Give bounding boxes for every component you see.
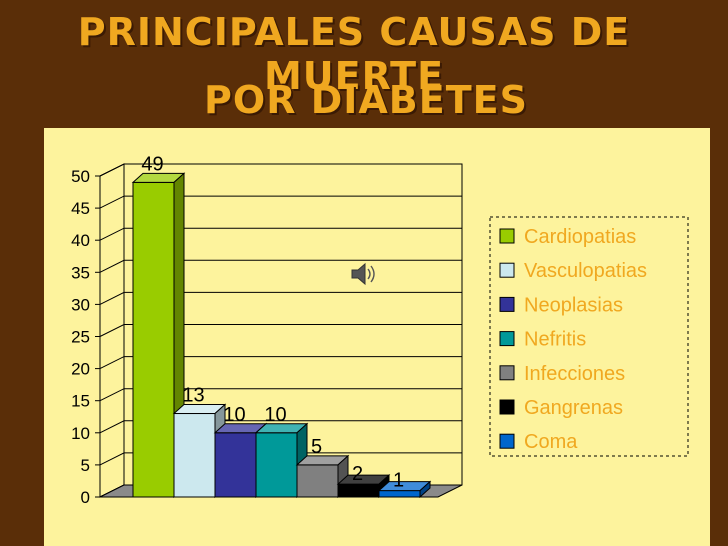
gridline	[99, 388, 462, 402]
data-label: 2	[352, 463, 363, 485]
bar-front	[337, 483, 380, 498]
legend-label: Gangrenas	[524, 397, 623, 419]
gridline	[99, 163, 462, 177]
gridline	[99, 227, 462, 241]
slide-title-line2: POR DIABETES	[204, 78, 528, 122]
gridline	[99, 195, 462, 209]
data-label: 5	[311, 436, 322, 458]
gridline	[99, 356, 462, 370]
legend-swatch	[499, 433, 515, 449]
y-tick-label: 5	[81, 456, 90, 475]
legend-label: Infecciones	[524, 363, 625, 385]
y-tick-label: 20	[71, 360, 90, 379]
legend-swatch	[499, 331, 515, 347]
gridline	[99, 452, 462, 466]
legend-label: Vasculopatias	[524, 260, 647, 282]
bar-front	[214, 432, 257, 498]
bar-coma	[377, 480, 432, 499]
legend-label: Cardiopatias	[524, 226, 636, 248]
legend-swatch	[499, 228, 515, 244]
legend-swatch	[499, 262, 515, 278]
gridline	[99, 324, 462, 337]
legend-swatch	[499, 296, 515, 312]
gridline	[99, 420, 462, 434]
y-tick-label: 0	[81, 488, 90, 507]
y-tick-label: 25	[71, 328, 90, 347]
bar-front	[173, 413, 216, 498]
speaker-body	[351, 262, 366, 286]
legend-swatch	[499, 365, 515, 381]
bar-front	[255, 432, 298, 498]
legend-label: Nefritis	[524, 329, 586, 351]
data-label: 13	[182, 385, 204, 407]
data-label: 1	[393, 470, 404, 492]
legend-label: Neoplasias	[524, 294, 623, 316]
legend-label: Coma	[524, 431, 578, 453]
y-tick-label: 40	[71, 231, 90, 250]
legend-swatch	[499, 399, 515, 415]
bar-front	[296, 464, 339, 498]
gridline	[99, 259, 462, 273]
data-label: 10	[223, 404, 245, 426]
speaker-wave	[370, 265, 375, 283]
y-tick-label: 30	[71, 295, 90, 314]
data-label: 10	[264, 404, 286, 426]
legend-box	[489, 216, 689, 457]
data-label: 49	[141, 153, 163, 175]
bar-side	[419, 480, 431, 499]
slide-title-line1: PRINCIPALES CAUSAS DE MUERTE	[77, 10, 631, 98]
legend: Cardiopatias Vasculopatias Neoplasias Nefri…	[489, 216, 689, 457]
gridline	[99, 291, 462, 305]
y-tick-label: 35	[71, 263, 90, 282]
speaker-wave	[367, 268, 371, 280]
y-tick-label: 10	[71, 424, 90, 443]
y-tick-label: 50	[71, 167, 90, 186]
bar-front	[132, 181, 175, 498]
bar-neoplasias	[213, 422, 268, 499]
speaker-icon	[351, 262, 375, 286]
y-tick-label: 45	[71, 199, 90, 218]
y-tick-label: 15	[71, 392, 90, 411]
